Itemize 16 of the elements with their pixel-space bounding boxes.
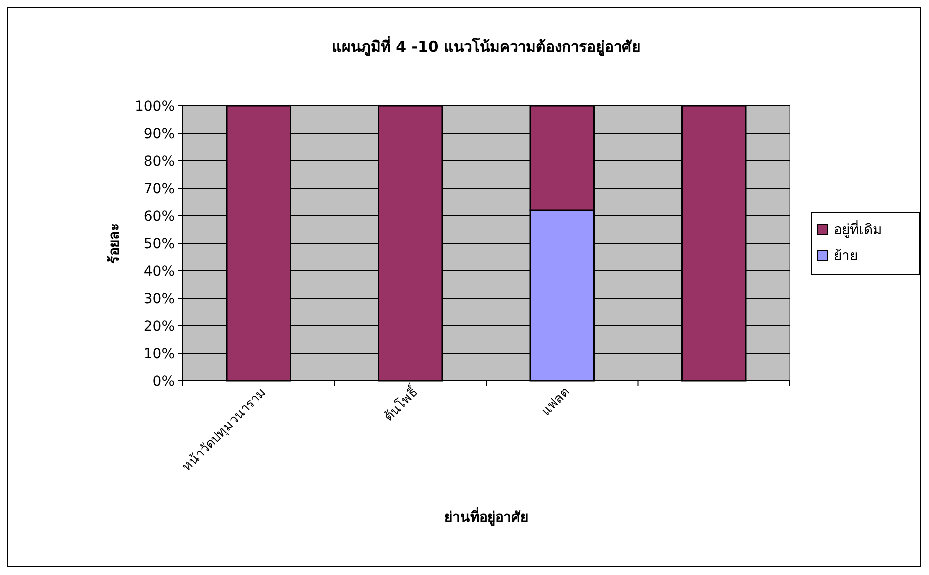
y-tick-label: 50% — [144, 236, 175, 252]
y-tick-label: 80% — [144, 154, 175, 170]
chart-title: แผนภูมิที่ 4 -10 แนวโน้มความต้องการอยู่อาศัย — [332, 36, 642, 57]
y-tick-label: 10% — [144, 346, 175, 362]
legend-label: ย้าย — [834, 248, 858, 264]
x-axis-title: ย่านที่อยู่อาศัย — [444, 507, 528, 526]
y-tick-label: 60% — [144, 209, 175, 225]
y-tick-label: 0% — [152, 374, 175, 390]
y-tick-label: 70% — [144, 182, 175, 198]
y-tick-label: 100% — [134, 99, 175, 115]
y-tick-label: 30% — [144, 292, 175, 308]
y-tick-label: 20% — [144, 319, 175, 335]
y-tick-label: 90% — [144, 126, 175, 142]
y-axis-title: ร้อยละ — [107, 223, 123, 264]
y-tick-label: 40% — [144, 264, 175, 280]
legend-label: อยู่ที่เดิม — [834, 220, 882, 238]
